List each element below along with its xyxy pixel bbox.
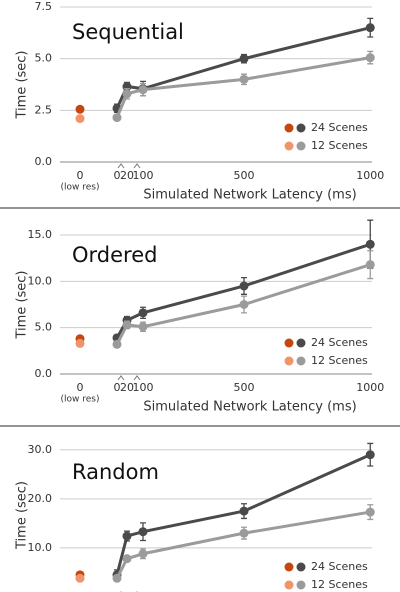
y-tick-label: 5.0 [35,52,53,65]
point [112,113,122,123]
legend-marker [296,123,306,133]
point [365,450,375,460]
legend-label: 24 Scenes [311,336,368,349]
y-tick-label: 5.0 [35,321,53,334]
lowres-sublabel: (low res) [61,183,100,193]
lowres-label: 0 [77,381,84,394]
lowres-point [75,573,85,583]
chart-title: Ordered [72,243,157,267]
x-axis-label: Simulated Network Latency (ms) [143,188,356,203]
y-tick-label: 20.0 [28,492,53,505]
x-tick-label: 500 [234,381,255,394]
y-tick-label: 0.0 [35,155,53,168]
y-tick-label: 0.0 [35,367,53,380]
x-tick-label: 20 [120,169,134,182]
legend-label: 24 Scenes [311,121,368,134]
point [138,85,148,95]
lowres-point [75,338,85,348]
legend-marker [284,338,294,348]
point [365,260,375,270]
point [239,506,249,516]
point [365,239,375,249]
x-tick-label: 0 [114,169,121,182]
legend-marker [296,580,306,590]
x-tick-label: 1000 [356,169,384,182]
point [138,308,148,318]
point [365,507,375,517]
chart-title: Sequential [72,20,184,44]
point [122,554,132,564]
axis-break [133,163,141,169]
legend-marker [296,562,306,572]
point [112,573,122,583]
legend-marker [284,123,294,133]
point [239,74,249,84]
y-axis-label: Time (sec) [15,50,30,119]
x-axis-label: Simulated Network Latency (ms) [143,400,356,415]
x-tick-label: 1000 [356,381,384,394]
x-tick-label: 500 [234,169,255,182]
point [365,23,375,33]
y-axis-label: Time (sec) [15,481,30,550]
x-tick-label: 0 [114,381,121,394]
legend-label: 12 Scenes [311,354,368,367]
legend-marker [284,580,294,590]
point [239,281,249,291]
legend-marker [284,356,294,366]
point [138,549,148,559]
axis-break [117,375,125,381]
legend-marker [284,141,294,151]
lowres-point [75,114,85,124]
lowres-point [75,104,85,114]
y-tick-label: 30.0 [28,443,53,456]
legend-marker [296,356,306,366]
point [239,54,249,64]
legend-label: 12 Scenes [311,139,368,152]
axis-break [133,375,141,381]
legend-marker [296,141,306,151]
x-tick-label: 100 [133,169,154,182]
point [239,528,249,538]
legend-marker [284,562,294,572]
axis-break [117,163,125,169]
point [122,531,132,541]
y-tick-label: 10.0 [28,541,53,554]
y-tick-label: 2.5 [35,103,53,116]
point [365,53,375,63]
point [138,322,148,332]
chart-title: Random [72,460,159,484]
legend-label: 12 Scenes [311,578,368,591]
point [239,300,249,309]
y-tick-label: 15.0 [28,228,53,241]
point [112,339,122,349]
y-axis-label: Time (sec) [15,270,30,339]
y-tick-label: 7.5 [35,0,53,13]
lowres-label: 0 [77,169,84,182]
x-tick-label: 100 [133,381,154,394]
y-tick-label: 10.0 [28,274,53,287]
point [138,527,148,537]
legend-label: 24 Scenes [311,560,368,573]
legend-marker [296,338,306,348]
x-tick-label: 20 [120,381,134,394]
point [122,89,132,99]
series-line [115,56,371,119]
lowres-sublabel: (low res) [61,395,100,405]
point [122,320,132,330]
